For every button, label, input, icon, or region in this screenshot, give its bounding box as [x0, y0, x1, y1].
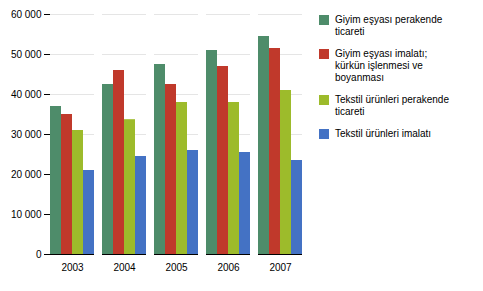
- svg-text:60 000: 60 000: [11, 9, 42, 20]
- html-text:Giyim eşyası imalatı; kürkün i: Giyim eşyası imalatı; kürkün işlenmesi v…: [335, 48, 428, 83]
- svg-text:2003: 2003: [61, 262, 84, 273]
- html-text:Giyim eşyası perakende ticaret: Giyim eşyası perakende ticareti: [335, 14, 443, 37]
- svg-text:20 000: 20 000: [11, 169, 42, 180]
- svg-text:30 000: 30 000: [11, 129, 42, 140]
- svg-text:2005: 2005: [165, 262, 188, 273]
- html-text:Tekstil ürünleri imalatı: Tekstil ürünleri imalatı: [335, 128, 432, 139]
- svg-text:0: 0: [36, 249, 42, 260]
- html-text:Tekstil ürünleri perakende tic: Tekstil ürünleri perakende ticareti: [335, 94, 449, 117]
- svg-text:50 000: 50 000: [11, 49, 42, 60]
- svg-text:2004: 2004: [113, 262, 136, 273]
- svg-text:2006: 2006: [217, 262, 240, 273]
- svg-text:40 000: 40 000: [11, 89, 42, 100]
- svg-text:2007: 2007: [269, 262, 292, 273]
- svg-text:10 000: 10 000: [11, 209, 42, 220]
